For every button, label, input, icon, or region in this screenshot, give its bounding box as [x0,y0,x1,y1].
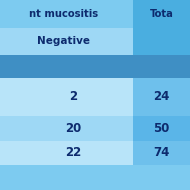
Bar [0,0,133,28]
Bar [0,55,190,78]
Text: nt mucositis: nt mucositis [29,9,98,19]
Text: 50: 50 [153,122,170,135]
Text: 74: 74 [153,146,170,159]
Bar [133,0,190,28]
Bar [0,28,133,55]
Text: Negative: Negative [37,36,90,46]
Bar [0,141,133,165]
Bar [0,78,133,116]
Bar [133,141,190,165]
Text: 20: 20 [65,122,81,135]
Bar [133,116,190,141]
Bar [133,78,190,116]
Text: 24: 24 [153,90,170,103]
Bar [133,28,190,55]
Text: 22: 22 [65,146,81,159]
Text: Tota: Tota [150,9,173,19]
Text: 2: 2 [69,90,77,103]
Bar [0,116,133,141]
